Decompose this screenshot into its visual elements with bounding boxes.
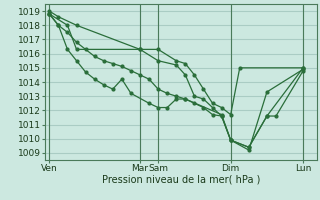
X-axis label: Pression niveau de la mer( hPa ): Pression niveau de la mer( hPa ) bbox=[102, 175, 260, 185]
